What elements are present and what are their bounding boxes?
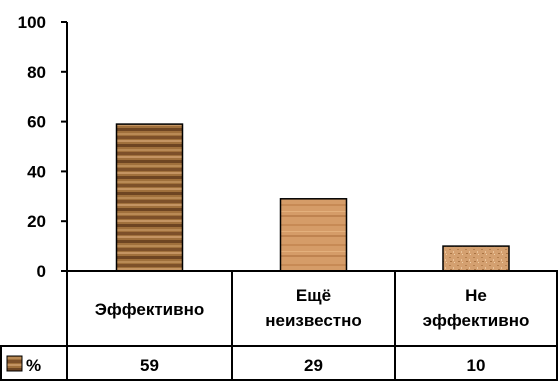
data-table-value: 29 [304, 356, 323, 375]
y-tick-label: 20 [27, 212, 46, 231]
bar-2 [442, 245, 510, 272]
y-tick-label: 0 [37, 262, 46, 281]
bar-1 [279, 198, 348, 272]
category-label: Эффективно [95, 300, 204, 319]
bar-0 [115, 123, 184, 272]
category-label: Не [465, 286, 487, 305]
y-tick-label: 80 [27, 63, 46, 82]
data-table-value: 10 [467, 356, 486, 375]
y-tick-label: 100 [18, 13, 46, 32]
y-tick-label: 60 [27, 113, 46, 132]
category-label: неизвестно [265, 311, 362, 330]
legend-label: % [26, 356, 41, 375]
legend-swatch [6, 355, 23, 372]
data-table-value: 59 [140, 356, 159, 375]
category-label: Ещё [296, 286, 331, 305]
category-label: эффективно [423, 311, 530, 330]
y-tick-label: 40 [27, 162, 46, 181]
data-table [0, 270, 558, 381]
